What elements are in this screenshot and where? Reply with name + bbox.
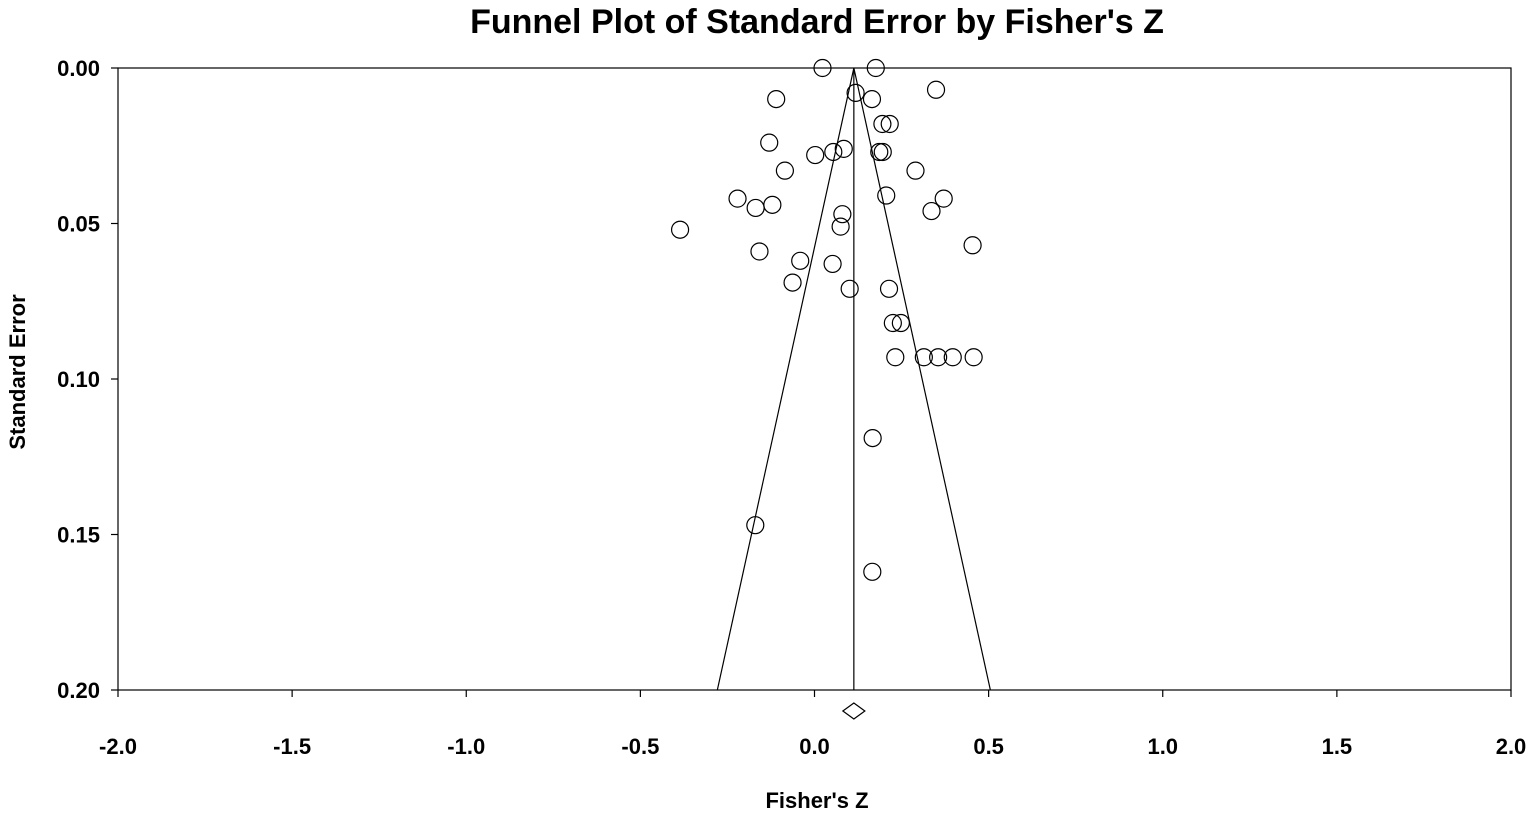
- study-point: [883, 313, 902, 333]
- study-point: [926, 80, 946, 99]
- study-point: [964, 348, 983, 367]
- study-point: [763, 195, 782, 214]
- y-tick-label: 0.00: [57, 56, 100, 81]
- study-point: [840, 279, 859, 298]
- x-tick-label: -2.0: [99, 734, 137, 759]
- study-point: [891, 313, 910, 333]
- study-point: [943, 348, 962, 367]
- study-point: [866, 58, 885, 78]
- y-tick-label: 0.10: [57, 367, 100, 392]
- study-point: [746, 198, 765, 218]
- study-point: [929, 348, 948, 367]
- study-point: [914, 348, 933, 367]
- study-point: [813, 58, 832, 78]
- funnel-lines: [716, 67, 991, 720]
- x-tick-label: -0.5: [621, 734, 659, 759]
- y-axis-label: Standard Error: [5, 294, 30, 450]
- study-point: [728, 189, 747, 208]
- x-tick-label: -1.0: [447, 734, 485, 759]
- chart-title: Funnel Plot of Standard Error by Fisher'…: [470, 3, 1164, 41]
- x-tick-label: 2.0: [1496, 734, 1527, 759]
- study-point: [750, 242, 769, 261]
- study-point: [831, 217, 850, 236]
- x-axis-label: Fisher's Z: [765, 788, 868, 813]
- study-point: [775, 161, 794, 180]
- funnel-right-line: [853, 67, 991, 691]
- study-point: [760, 133, 779, 152]
- study-point: [833, 205, 852, 224]
- data-points: [670, 58, 983, 581]
- x-tick-label: 1.5: [1322, 734, 1353, 759]
- study-point: [877, 186, 896, 205]
- plot-area: [117, 67, 1512, 691]
- study-point: [783, 273, 802, 292]
- pooled-estimate-diamond: [841, 702, 866, 720]
- study-point: [791, 251, 810, 270]
- y-tick-label: 0.20: [57, 678, 100, 703]
- study-point: [934, 189, 953, 208]
- study-point: [922, 201, 941, 221]
- study-point: [670, 220, 690, 239]
- study-point: [806, 145, 825, 165]
- study-point: [823, 254, 842, 274]
- study-point: [879, 279, 899, 298]
- study-point: [906, 161, 925, 180]
- study-point: [834, 139, 853, 158]
- study-point: [863, 428, 882, 448]
- study-point: [873, 142, 892, 162]
- study-point: [870, 142, 889, 162]
- study-point: [880, 114, 899, 134]
- study-point: [963, 236, 982, 255]
- study-point: [824, 142, 843, 162]
- study-point: [862, 89, 882, 109]
- y-axis: 0.00 0.05 0.10 0.15 0.20: [57, 56, 118, 703]
- study-point: [873, 114, 892, 134]
- study-point: [886, 348, 905, 367]
- y-tick-label: 0.15: [57, 523, 100, 548]
- x-tick-label: 1.0: [1147, 734, 1178, 759]
- x-tick-label: -1.5: [273, 734, 311, 759]
- study-point: [767, 89, 786, 109]
- study-point: [863, 562, 882, 581]
- x-tick-label: 0.5: [973, 734, 1004, 759]
- x-axis: -2.0 -1.5 -1.0 -0.5 0.0 0.5 1.0 1.5 2.0: [99, 690, 1526, 759]
- study-point: [846, 83, 865, 102]
- x-tick-label: 0.0: [799, 734, 830, 759]
- y-tick-label: 0.05: [57, 212, 100, 237]
- funnel-left-line: [716, 67, 855, 691]
- study-point: [746, 516, 765, 535]
